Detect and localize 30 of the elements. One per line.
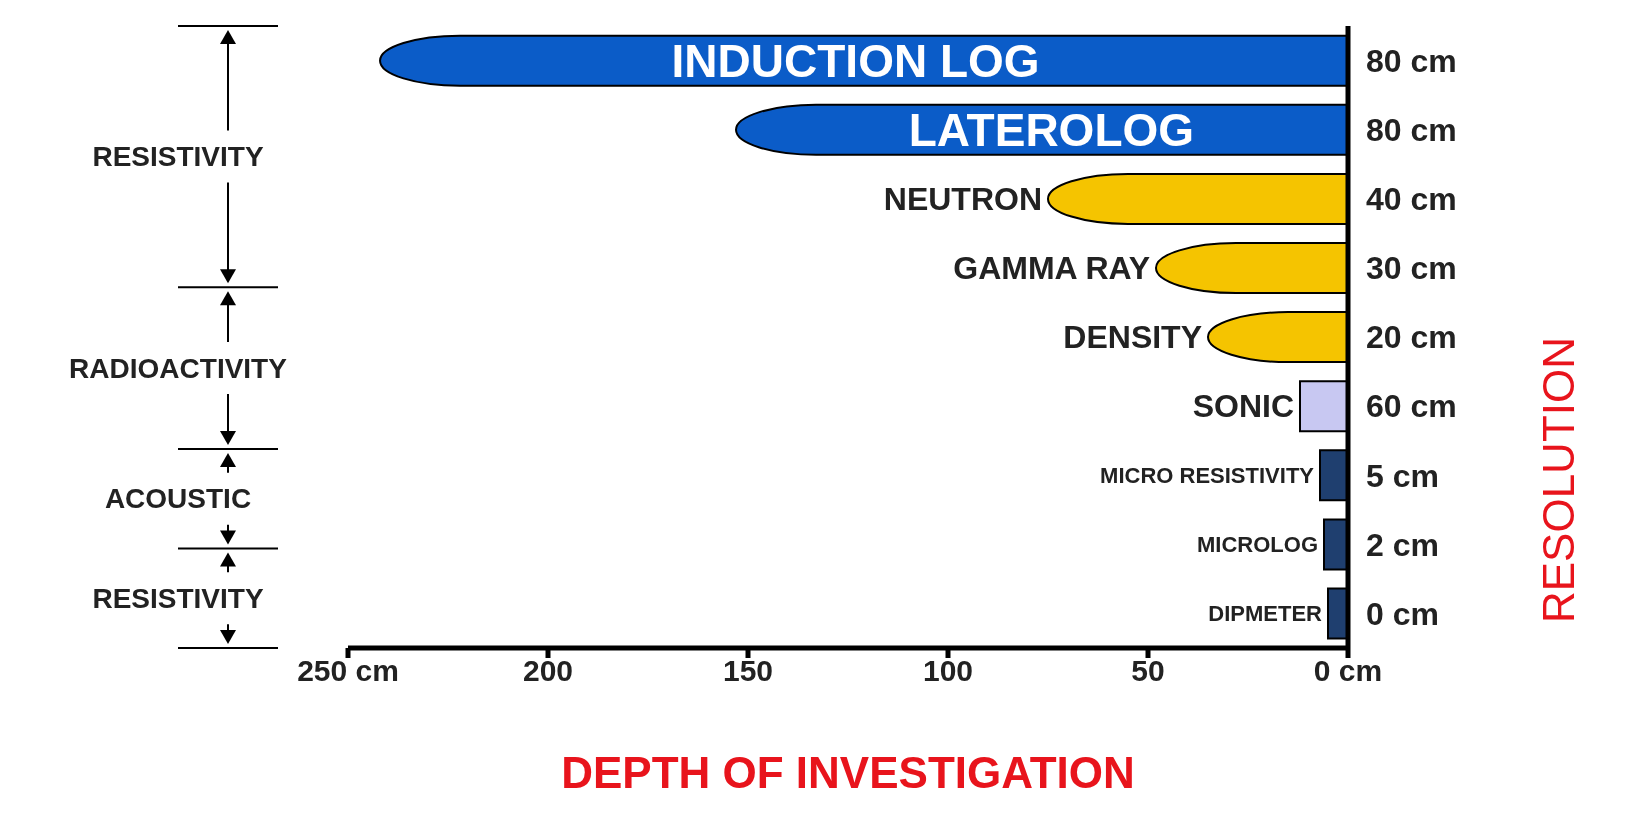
- x-tick-label: 100: [922, 654, 974, 688]
- y-tick-label: MICRO RESISTIVITY: [1100, 462, 1315, 488]
- text: 30 cm: [1366, 250, 1457, 287]
- x-tick-label: 250 cm: [297, 654, 399, 688]
- text: 5 cm: [1366, 457, 1439, 494]
- y-tick-label: INDUCTION LOG: [671, 34, 1040, 87]
- text: RESISTIVITY: [92, 141, 264, 173]
- x-tick-label: 50: [1131, 654, 1165, 688]
- text: RADIOACTIVITY: [69, 352, 288, 384]
- y-tick-label: GAMMA RAY: [953, 250, 1150, 287]
- text: 80 cm: [1366, 42, 1457, 79]
- text: ACOUSTIC: [104, 483, 252, 515]
- y-tick-label: DENSITY: [1063, 319, 1202, 356]
- text: 60 cm: [1366, 388, 1457, 425]
- x-tick-label: 200: [522, 654, 574, 688]
- y-tick-label: MICROLOG: [1197, 531, 1318, 557]
- y-tick-label: LATEROLOG: [908, 103, 1195, 156]
- text: RESISTIVITY: [92, 582, 264, 614]
- text: 80 cm: [1366, 112, 1457, 149]
- y-tick-label: SONIC: [1192, 388, 1294, 425]
- text: 40 cm: [1366, 181, 1457, 218]
- text: 0 cm: [1366, 595, 1439, 632]
- text: 2 cm: [1366, 526, 1439, 563]
- y-tick-label: NEUTRON: [883, 180, 1042, 217]
- y-tick-label: DIPMETER: [1208, 601, 1323, 627]
- text: 20 cm: [1366, 319, 1457, 356]
- x-tick-label: 150: [722, 654, 774, 688]
- x-tick-label: 0 cm: [1313, 654, 1383, 688]
- x-axis-title: DEPTH OF INVESTIGATION: [561, 748, 1135, 797]
- y2-axis-title: RESOLUTION: [1533, 337, 1583, 624]
